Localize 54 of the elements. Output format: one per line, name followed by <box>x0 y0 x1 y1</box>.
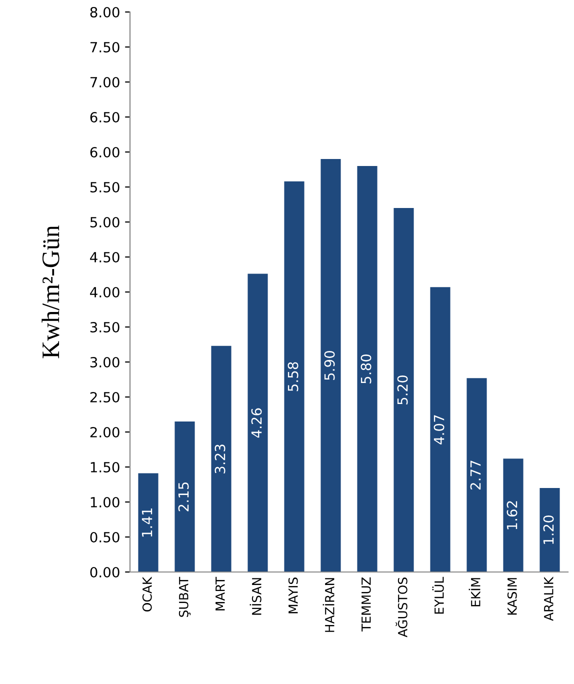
x-tick-label: MAYIS <box>288 578 298 614</box>
x-tick-label: ŞUBAT <box>178 576 191 617</box>
y-tick-label: 5.00 <box>90 216 120 228</box>
y-axis-title: Kwh/m²-Gün <box>42 225 60 358</box>
y-tick-label: 4.00 <box>90 286 120 298</box>
y-tick-label: 4.50 <box>90 252 120 262</box>
y-tick-label: 6.00 <box>90 146 120 158</box>
bar <box>430 287 450 572</box>
y-tick-label: 3.00 <box>90 356 120 368</box>
bar <box>138 473 158 572</box>
data-label: 4.26 <box>251 408 262 438</box>
x-tick-label: TEMMUZ <box>362 577 371 632</box>
data-label: 5.80 <box>360 354 372 384</box>
bar <box>320 159 341 572</box>
data-label: 1.41 <box>142 508 152 537</box>
y-tick-label: 0.50 <box>90 532 120 542</box>
y-tick-label: 2.50 <box>90 392 120 402</box>
data-label: 5.20 <box>397 375 408 404</box>
y-tick-label: 7.00 <box>90 76 120 88</box>
x-tick-label: KASIM <box>507 578 517 615</box>
bar <box>174 422 195 572</box>
y-tick-label: 3.50 <box>90 322 120 332</box>
bar <box>284 181 304 572</box>
x-tick-label: HAZİRAN <box>322 578 334 632</box>
data-label: 5.58 <box>288 362 298 392</box>
data-label: 1.20 <box>543 515 554 544</box>
x-tick-label: OCAK <box>142 576 152 612</box>
y-tick-label: 6.50 <box>90 112 120 122</box>
data-label: 2.77 <box>470 460 481 490</box>
y-tick-label: 0.00 <box>90 566 120 578</box>
data-label: 2.15 <box>178 482 189 512</box>
bar <box>357 166 378 572</box>
bar <box>540 488 560 572</box>
x-tick-label: EKİM <box>468 578 480 606</box>
bar <box>503 458 524 572</box>
y-tick-label: 1.00 <box>90 496 120 508</box>
data-label: 5.90 <box>324 350 335 380</box>
bar <box>248 274 268 572</box>
bar <box>466 378 487 572</box>
y-tick-label: 5.50 <box>90 182 120 192</box>
bar <box>211 346 232 572</box>
data-label: 4.07 <box>434 415 444 444</box>
y-tick-label: 8.00 <box>90 6 120 18</box>
y-tick-label: 7.50 <box>90 42 120 52</box>
y-tick-label: 2.00 <box>90 426 120 438</box>
x-tick-label: AĞUSTOS <box>396 578 408 638</box>
bar <box>394 208 414 572</box>
y-tick-label: 1.50 <box>90 462 120 472</box>
x-tick-label: EYLÜL <box>432 576 444 614</box>
x-tick-label: ARALIK <box>544 576 554 621</box>
data-label: 1.62 <box>506 501 518 530</box>
x-tick-label: MART <box>216 576 225 610</box>
x-tick-label: NİSAN <box>250 578 262 615</box>
data-label: 3.23 <box>214 444 226 474</box>
